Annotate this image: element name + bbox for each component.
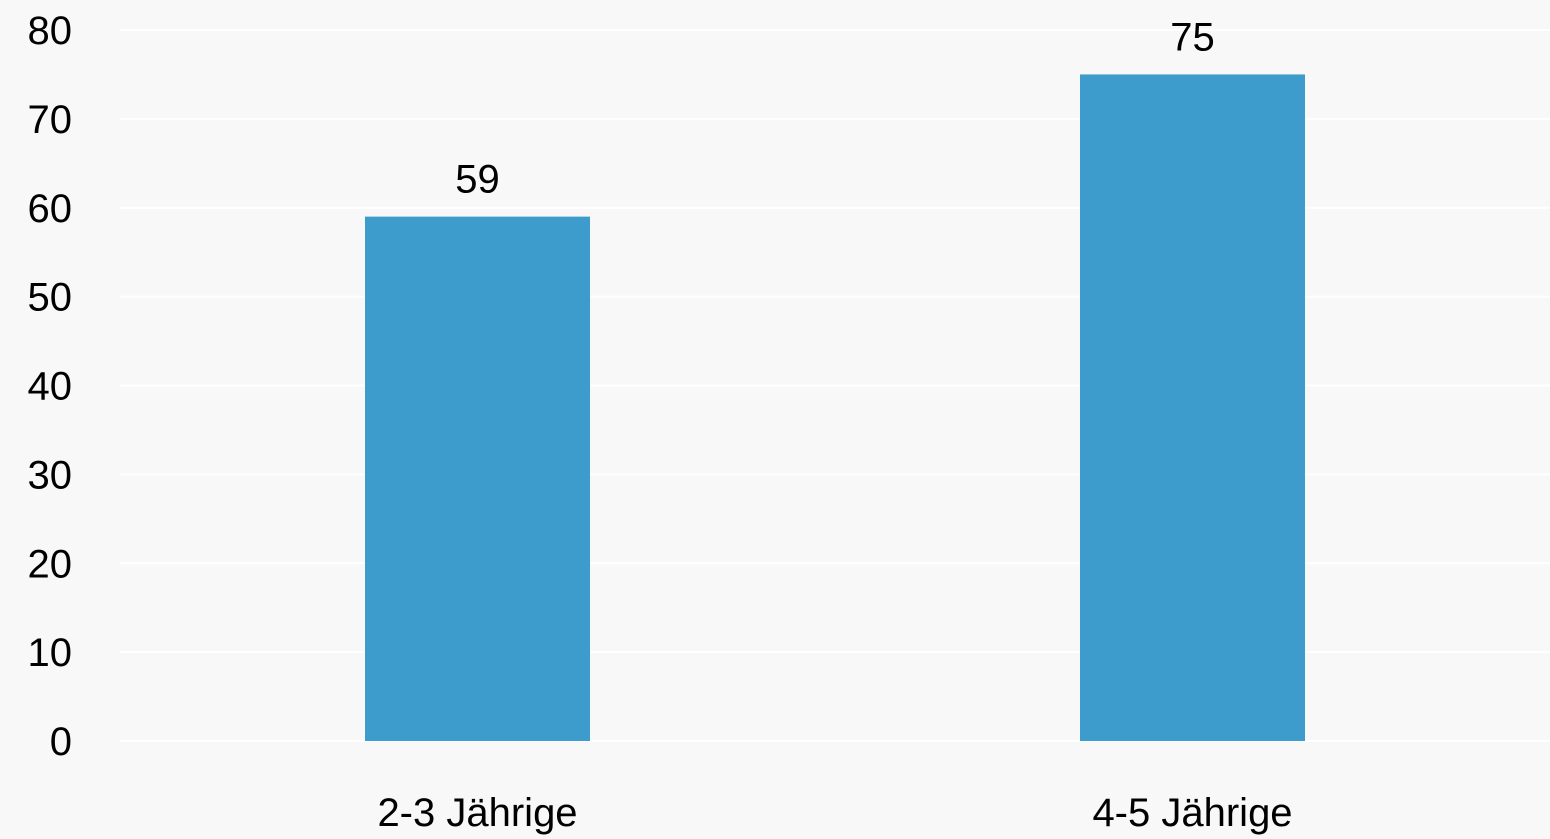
bars bbox=[365, 74, 1305, 741]
bar bbox=[1080, 74, 1305, 741]
x-category-label: 4-5 Jährige bbox=[1092, 791, 1292, 835]
y-axis-tick-labels: 0 10 20 30 40 50 60 70 80 bbox=[28, 9, 73, 764]
x-axis-category-labels: 2-3 Jährige 4-5 Jährige bbox=[377, 791, 1292, 835]
bar bbox=[365, 216, 590, 741]
y-tick-label: 40 bbox=[28, 365, 73, 409]
y-tick-label: 0 bbox=[50, 720, 72, 764]
y-tick-label: 30 bbox=[28, 453, 73, 497]
x-category-label: 2-3 Jährige bbox=[377, 791, 577, 835]
data-label: 75 bbox=[1170, 15, 1215, 59]
data-label: 59 bbox=[455, 158, 500, 202]
y-tick-label: 50 bbox=[28, 276, 73, 320]
y-tick-label: 20 bbox=[28, 542, 73, 586]
y-tick-label: 60 bbox=[28, 187, 73, 231]
data-labels: 59 75 bbox=[455, 15, 1215, 201]
gridlines bbox=[120, 29, 1550, 742]
y-tick-label: 10 bbox=[28, 631, 73, 675]
y-tick-label: 80 bbox=[28, 9, 73, 53]
y-tick-label: 70 bbox=[28, 98, 73, 142]
